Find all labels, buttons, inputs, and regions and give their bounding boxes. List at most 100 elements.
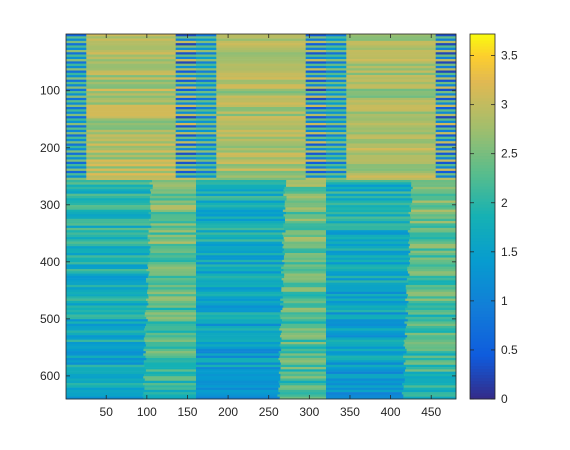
y-tick-label: 500	[40, 312, 60, 326]
heatmap-cell	[435, 132, 457, 135]
heatmap-cell	[196, 383, 280, 386]
heatmap-cell	[196, 237, 284, 240]
heatmap-cell	[405, 337, 457, 340]
heatmap-cell	[326, 371, 404, 375]
heatmap-cell	[326, 278, 408, 281]
heatmap-cell	[216, 111, 306, 115]
heatmap-cell	[326, 344, 404, 347]
colorbar-segment	[470, 52, 495, 56]
colorbar-segment	[470, 180, 495, 184]
heatmap-cell	[284, 200, 327, 204]
heatmap-cell	[86, 75, 176, 78]
heatmap-cell	[196, 134, 217, 137]
colorbar-segment	[470, 298, 495, 303]
heatmap-cell	[66, 132, 87, 135]
heatmap-cell	[435, 65, 457, 69]
heatmap-cell	[326, 207, 412, 210]
heatmap-cell	[435, 164, 457, 167]
heatmap-cell	[326, 335, 408, 338]
heatmap-cell	[66, 150, 87, 153]
heatmap-cell	[148, 211, 197, 215]
heatmap-cell	[435, 104, 457, 108]
heatmap-cell	[66, 168, 87, 172]
heatmap-cell	[66, 116, 87, 119]
heatmap-cell	[326, 141, 347, 144]
colorbar-segment	[470, 374, 495, 379]
heatmap-cell	[406, 296, 457, 299]
heatmap-cell	[435, 141, 457, 144]
heatmap-cell	[175, 136, 197, 140]
heatmap-cell	[196, 232, 283, 236]
heatmap-cell	[282, 307, 327, 311]
heatmap-cell	[279, 369, 327, 372]
heatmap-cell	[196, 207, 286, 210]
heatmap-cell	[66, 54, 87, 58]
heatmap-cell	[152, 186, 197, 190]
colorbar-segment	[470, 94, 495, 99]
heatmap-cell	[216, 59, 306, 62]
heatmap-cell	[66, 289, 148, 293]
heatmap-cell	[66, 271, 150, 274]
heatmap-cell	[196, 221, 286, 224]
heatmap-cell	[216, 148, 306, 151]
colorbar-segment	[470, 310, 495, 315]
heatmap-cell	[305, 111, 327, 115]
heatmap-cell	[305, 72, 327, 76]
heatmap-cell	[280, 373, 327, 377]
heatmap-cell	[281, 271, 327, 274]
heatmap-cell	[305, 61, 327, 64]
colorbar-tick-label: 2.5	[501, 147, 518, 161]
heatmap-cell	[216, 138, 306, 142]
heatmap-cell	[66, 214, 152, 217]
colorbar-segment	[470, 222, 495, 227]
heatmap-cell	[305, 68, 327, 71]
heatmap-cell	[175, 47, 197, 51]
heatmap-cell	[150, 191, 197, 194]
heatmap-cell	[326, 177, 347, 181]
heatmap-cell	[216, 40, 306, 44]
heatmap-cell	[196, 205, 285, 208]
colorbar-segment	[470, 326, 495, 330]
colorbar-segment	[470, 173, 495, 178]
heatmap-cell	[435, 34, 457, 37]
heatmap-cell	[435, 81, 457, 85]
heatmap-cell	[66, 241, 149, 245]
heatmap-cell	[278, 351, 327, 354]
heatmap-cell	[326, 132, 347, 135]
heatmap-cell	[216, 47, 306, 51]
heatmap-cell	[281, 323, 327, 327]
heatmap-cell	[66, 369, 147, 372]
heatmap-cell	[326, 186, 413, 190]
heatmap-cell	[66, 298, 147, 302]
colorbar-segment	[470, 125, 495, 129]
heatmap-cell	[411, 182, 457, 185]
colorbar-segment	[470, 58, 495, 62]
heatmap-cell	[196, 154, 217, 158]
heatmap-cell	[326, 79, 347, 83]
heatmap-cell	[326, 63, 347, 67]
heatmap-cell	[196, 170, 217, 174]
heatmap-cell	[346, 91, 436, 94]
heatmap-cell	[326, 271, 409, 274]
heatmap-cell	[175, 61, 197, 64]
heatmap-cell	[435, 93, 457, 96]
colorbar-segment	[470, 392, 495, 397]
heatmap-cell	[196, 148, 217, 151]
heatmap-cell	[435, 170, 457, 174]
heatmap-cell	[407, 266, 457, 270]
heatmap-cell	[143, 396, 197, 400]
heatmap-cell	[216, 77, 306, 80]
heatmap-cell	[66, 95, 87, 99]
heatmap-cell	[346, 100, 436, 103]
heatmap-cell	[66, 70, 87, 74]
colorbar-segment	[470, 234, 495, 239]
heatmap-cell	[66, 332, 146, 336]
heatmap-cell	[326, 211, 409, 215]
heatmap-cell	[66, 91, 87, 94]
heatmap-cell	[216, 116, 306, 119]
colorbar-segment	[470, 335, 495, 339]
heatmap-cell	[216, 113, 306, 117]
heatmap-cell	[346, 138, 436, 142]
heatmap-cell	[86, 175, 176, 179]
heatmap-cell	[175, 164, 197, 167]
